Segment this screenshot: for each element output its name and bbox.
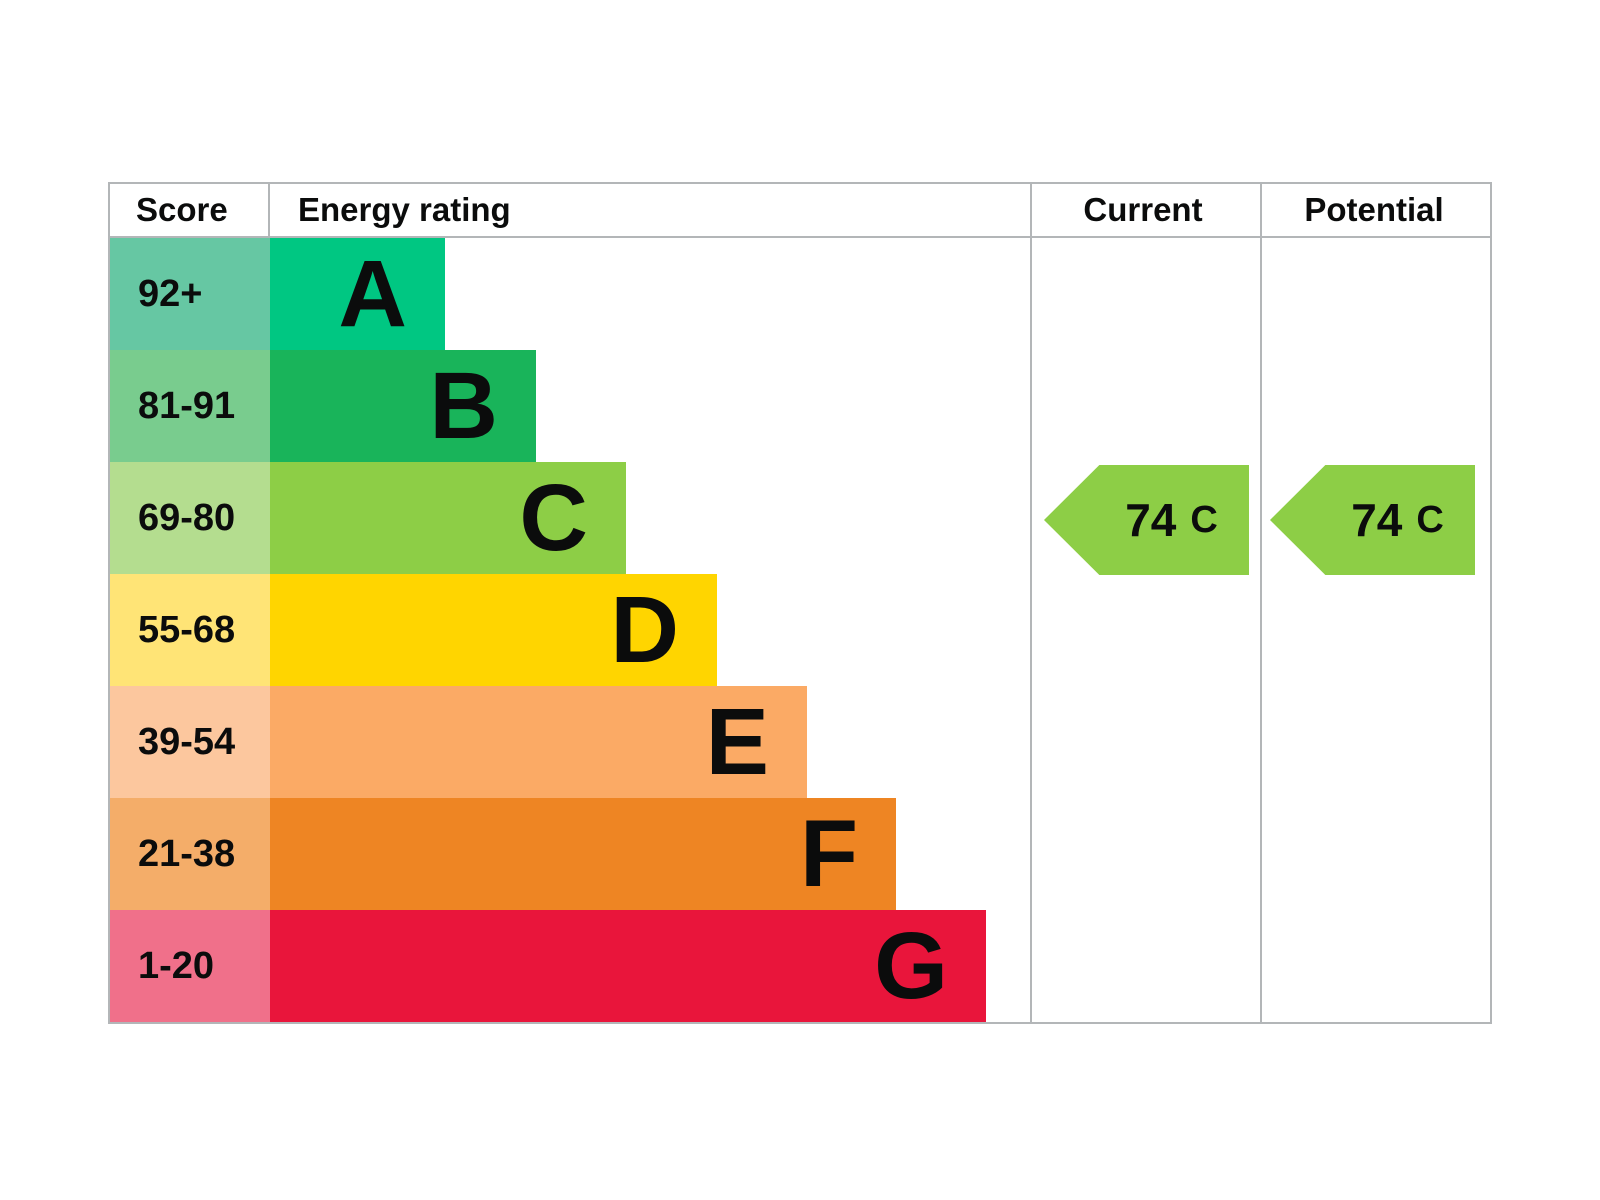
current-column-header: Current: [1083, 191, 1203, 228]
score-cell: 55-68: [110, 574, 270, 686]
band-letter: D: [610, 576, 679, 683]
band-bar: F: [270, 798, 896, 910]
band-bar: A: [270, 238, 445, 350]
score-label: 55-68: [138, 608, 236, 651]
band-bar: G: [270, 910, 986, 1022]
band-row: 92+ A: [110, 238, 1490, 350]
energy-rating-column-header: Energy rating: [298, 191, 511, 228]
band-bar: E: [270, 686, 807, 798]
band-row: 1-20 G: [110, 910, 1490, 1022]
score-cell: 21-38: [110, 798, 270, 910]
band-bar: B: [270, 350, 536, 462]
score-cell: 81-91: [110, 350, 270, 462]
score-label: 92+: [138, 272, 203, 315]
score-label: 39-54: [138, 720, 236, 763]
potential-column-left-border: [1260, 184, 1262, 1022]
score-cell: 1-20: [110, 910, 270, 1022]
band-row: 69-80 C: [110, 462, 1490, 574]
current-band-letter: C: [1190, 498, 1218, 541]
score-column-header: Score: [110, 184, 270, 236]
band-bar: C: [270, 462, 626, 574]
score-label: 69-80: [138, 496, 236, 539]
score-label: 21-38: [138, 832, 236, 875]
score-cell: 69-80: [110, 462, 270, 574]
band-letter: B: [429, 352, 498, 459]
potential-score-value: 74: [1351, 494, 1403, 546]
epc-table: Score Energy rating Current Potential 92…: [110, 184, 1490, 1022]
band-letter: A: [338, 240, 407, 347]
score-cell: 39-54: [110, 686, 270, 798]
band-row: 81-91 B: [110, 350, 1490, 462]
score-label: 81-91: [138, 384, 236, 427]
band-letter: E: [705, 688, 769, 795]
band-letter: G: [874, 912, 948, 1019]
epc-rating-chart: Score Energy rating Current Potential 92…: [108, 182, 1492, 1024]
band-row: 21-38 F: [110, 798, 1490, 910]
band-letter: F: [799, 800, 858, 907]
current-column-left-border: [1030, 184, 1032, 1022]
band-row: 55-68 D: [110, 574, 1490, 686]
band-rows: 92+ A 81-91 B 69-80 C 55-68 D 39-54: [110, 238, 1490, 1022]
band-row: 39-54 E: [110, 686, 1490, 798]
header-row: Score Energy rating Current Potential: [110, 184, 1490, 238]
potential-band-letter: C: [1416, 498, 1444, 541]
score-label: 1-20: [138, 944, 215, 987]
current-score-value: 74: [1125, 494, 1177, 546]
score-cell: 92+: [110, 238, 270, 350]
potential-column-header: Potential: [1304, 191, 1444, 228]
band-bar: D: [270, 574, 717, 686]
band-letter: C: [519, 464, 588, 571]
